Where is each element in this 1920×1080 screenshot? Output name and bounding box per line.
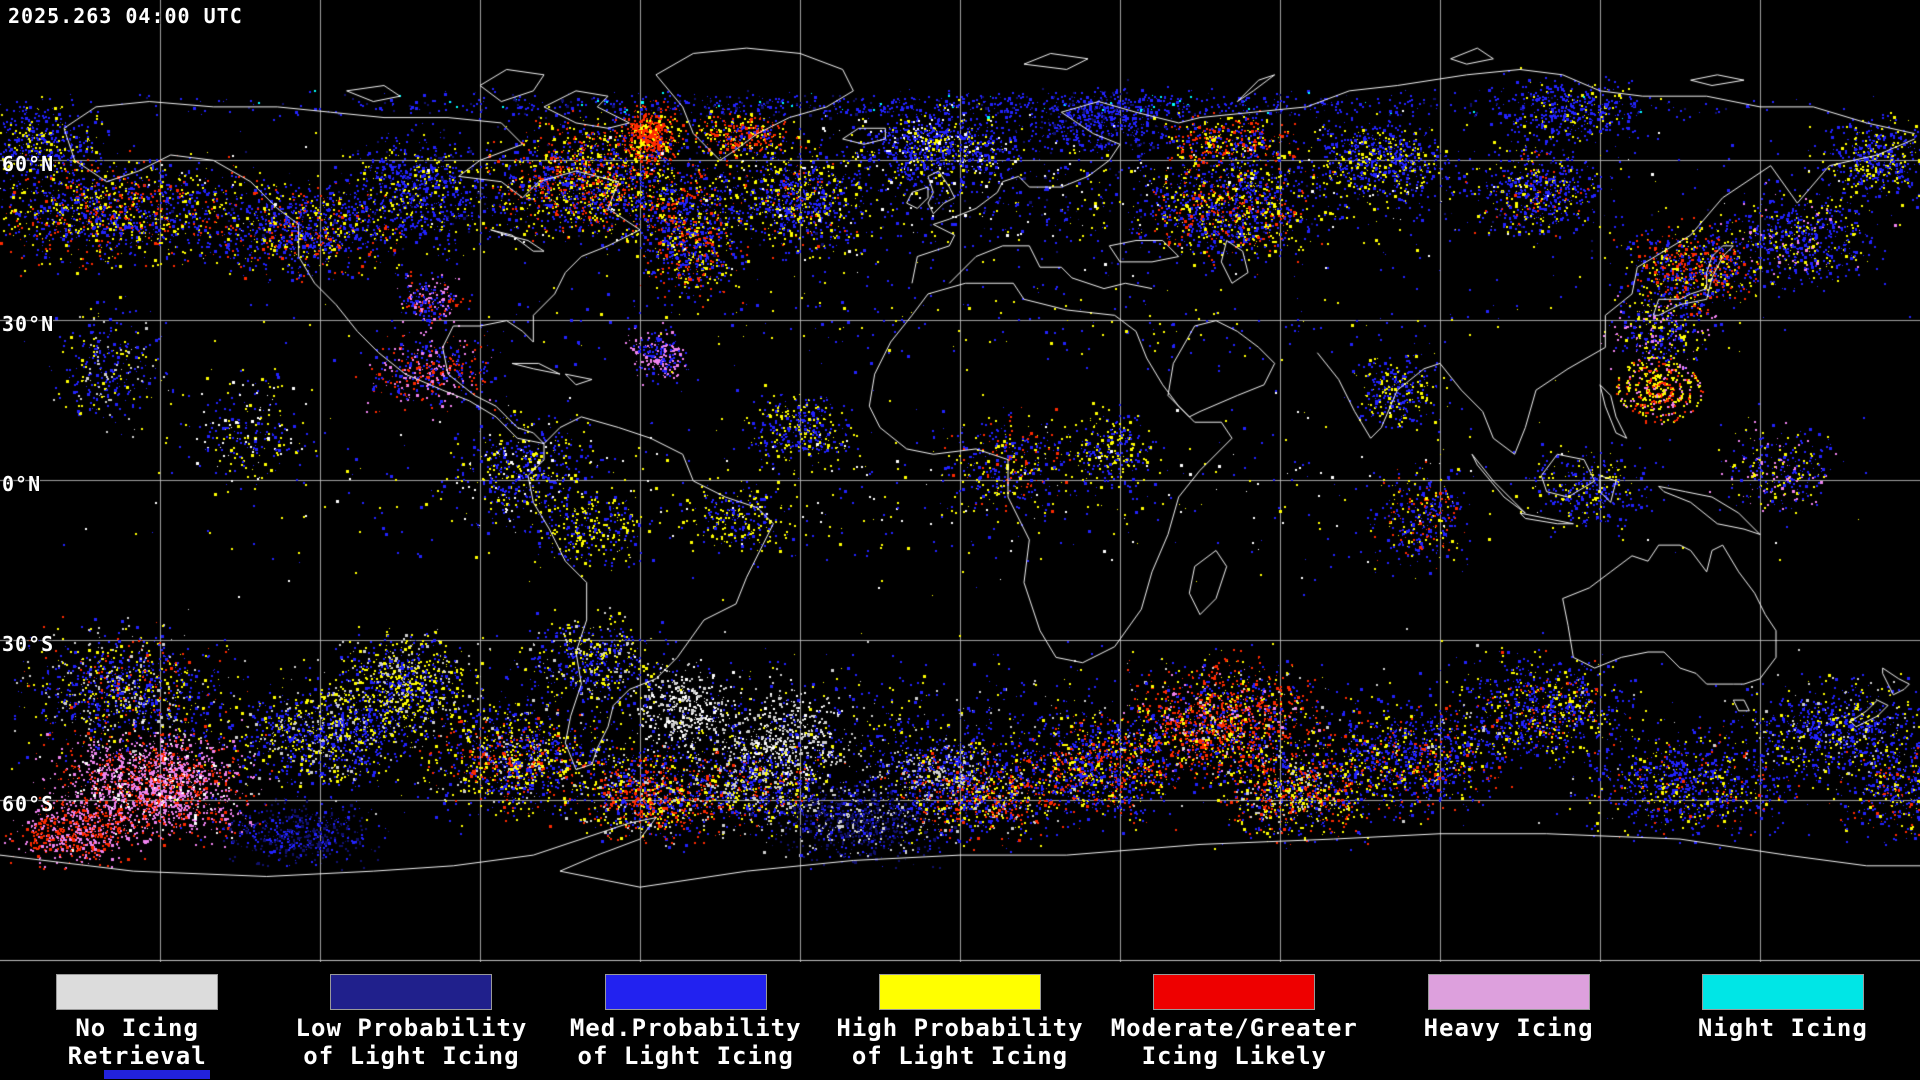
legend-swatch-med-probability	[604, 974, 767, 1010]
legend-label: of Light Icing	[303, 1042, 520, 1070]
lat-label-0n: 0°N	[2, 472, 42, 496]
legend-label: of Light Icing	[577, 1042, 794, 1070]
legend-item-med-probability: Med.Probability of Light Icing	[549, 962, 823, 1080]
legend-label: of Light Icing	[851, 1042, 1069, 1070]
bottom-blue-strip	[104, 1070, 210, 1079]
legend-label: High Probability	[836, 1014, 1084, 1042]
legend-label: Icing Likely	[1141, 1042, 1327, 1070]
lat-label-30n: 30°N	[2, 312, 55, 336]
legend-swatch-night-icing	[1701, 974, 1864, 1010]
legend-item-high-probability: High Probability of Light Icing	[823, 962, 1097, 1080]
legend-label: Low Probability	[295, 1014, 528, 1042]
legend-item-night-icing: Night Icing	[1646, 962, 1920, 1080]
icing-map-canvas	[0, 0, 1920, 962]
legend-item-heavy-icing: Heavy Icing	[1371, 962, 1645, 1080]
lat-label-60s: 60°S	[2, 792, 55, 816]
legend-bar: No Icing Retrieval Low Probability of Li…	[0, 962, 1920, 1080]
lat-label-60n: 60°N	[2, 152, 55, 176]
lat-label-30s: 30°S	[2, 632, 55, 656]
legend-item-low-probability: Low Probability of Light Icing	[274, 962, 548, 1080]
legend-label: Med.Probability	[569, 1014, 802, 1042]
legend-swatch-moderate-greater	[1153, 974, 1316, 1010]
legend-swatch-low-probability	[330, 974, 493, 1010]
legend-label: Night Icing	[1697, 1014, 1868, 1042]
legend-item-moderate-greater: Moderate/Greater Icing Likely	[1097, 962, 1371, 1080]
legend-swatch-high-probability	[878, 974, 1041, 1010]
legend-label: Retrieval	[67, 1042, 207, 1070]
legend-label: Moderate/Greater	[1110, 1014, 1358, 1042]
legend-item-no-icing: No Icing Retrieval	[0, 962, 274, 1080]
legend-swatch-no-icing	[56, 974, 219, 1010]
timestamp: 2025.263 04:00 UTC	[8, 4, 243, 28]
legend-label: Heavy Icing	[1423, 1014, 1594, 1042]
legend-swatch-heavy-icing	[1427, 974, 1590, 1010]
legend-label: No Icing	[75, 1014, 199, 1042]
